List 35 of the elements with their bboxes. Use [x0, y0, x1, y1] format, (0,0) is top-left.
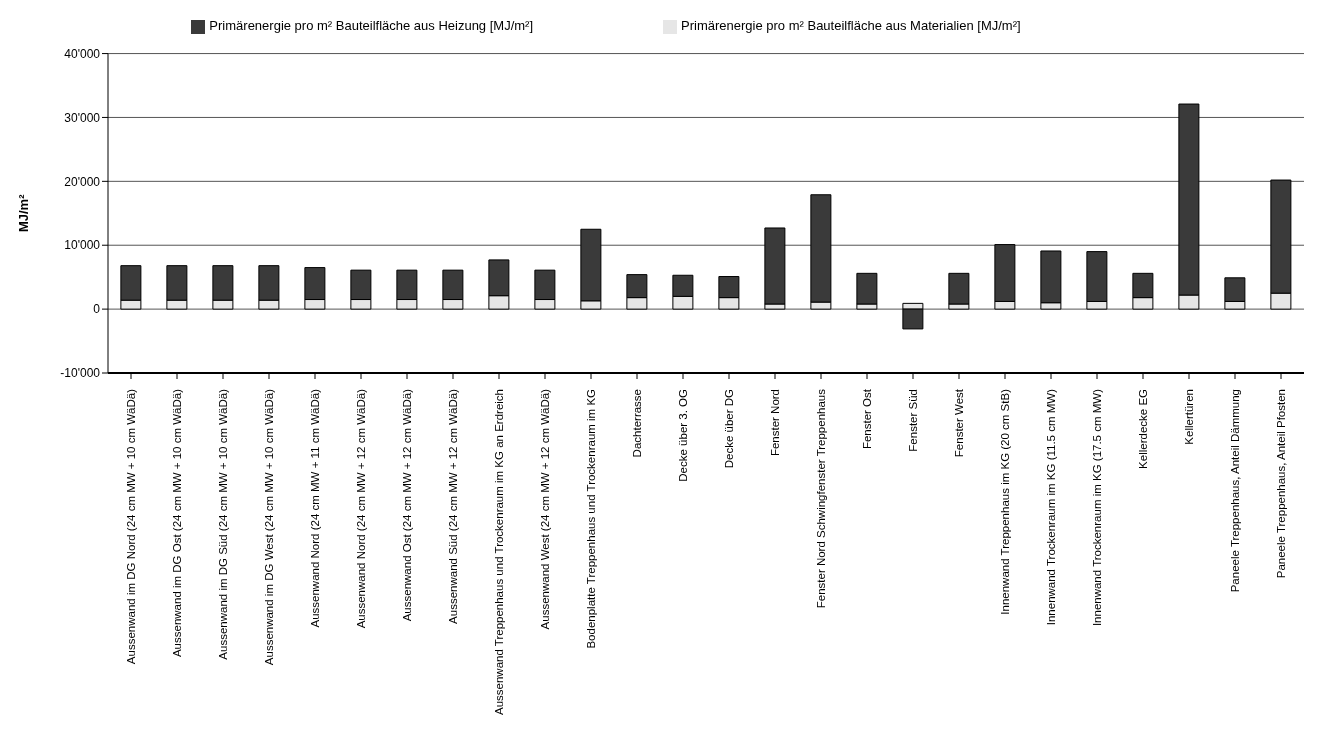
- x-tick-label: Aussenwand Nord (24 cm MW + 12 cm WäDä): [355, 388, 367, 629]
- x-tick-label: Fenster Nord Schwingfenster Treppenhaus: [815, 388, 827, 609]
- x-tick-label: Fenster Nord: [769, 389, 781, 457]
- x-tick-label: Fenster Ost: [861, 388, 873, 450]
- x-tick-label: Aussenwand im DG Nord (24 cm MW + 10 cm WäDä): [125, 388, 137, 665]
- x-tick-label: Bodenplatte Treppenhaus und Trockenraum im KG: [585, 388, 597, 649]
- y-tick-label: 30'000: [64, 110, 101, 125]
- y-tick-label: 20'000: [64, 174, 101, 189]
- x-tick-label: Innenwand Treppenhaus im KG (20 cm StB): [999, 388, 1011, 615]
- x-tick-label: Aussenwand im DG West (24 cm MW + 10 cm WäDä): [263, 388, 275, 666]
- x-tick-label: Aussenwand im DG Süd (24 cm MW + 10 cm WäDä): [217, 388, 229, 660]
- x-tick-label: Aussenwand im DG Ost (24 cm MW + 10 cm WäDä): [171, 388, 183, 658]
- y-tick-label: 0: [93, 302, 101, 317]
- x-tick-label: Aussenwand Süd (24 cm MW + 12 cm WäDä): [447, 388, 459, 624]
- x-tick-label: Aussenwand Treppenhaus und Trockenraum im KG an Erdreich: [493, 389, 505, 716]
- x-tick-label: Dachterrasse: [631, 389, 643, 458]
- x-tick-label: Kellertüren: [1183, 389, 1195, 445]
- x-tick-label: Fenster West: [953, 388, 965, 458]
- x-tick-label: Aussenwand Nord (24 cm MW + 11 cm WäDä): [309, 388, 321, 628]
- x-tick-label: Paneele Treppenhaus, Anteil Pfosten: [1275, 389, 1287, 579]
- x-tick-label: Aussenwand Ost (24 cm MW + 12 cm WäDä): [401, 388, 413, 622]
- x-tick-label: Kellerdecke EG: [1137, 388, 1149, 469]
- x-tick-label: Fenster Süd: [907, 389, 919, 452]
- x-tick-label: Innenwand Trockenraum im KG (11.5 cm MW): [1045, 388, 1057, 626]
- y-axis-title: MJ/m²: [15, 193, 31, 233]
- x-tick-label: Aussenwand West (24 cm MW + 12 cm WäDä): [539, 388, 551, 630]
- y-tick-label: -10'000: [60, 366, 101, 381]
- y-tick-label: 10'000: [64, 238, 101, 253]
- x-tick-label: Innenwand Trockenraum im KG (17.5 cm MW): [1091, 388, 1103, 627]
- x-tick-label: Decke über 3. OG: [677, 388, 689, 482]
- legend-label: Primärenergie pro m² Bauteilfläche aus Heizung [MJ/m²]: [209, 18, 534, 33]
- x-tick-label: Paneele Treppenhaus, Anteil Dämmung: [1229, 389, 1241, 593]
- y-tick-label: 40'000: [64, 46, 101, 61]
- x-tick-label: Decke über DG: [723, 388, 735, 469]
- legend-label: Primärenergie pro m² Bauteilfläche aus Materialien [MJ/m²]: [681, 18, 1021, 33]
